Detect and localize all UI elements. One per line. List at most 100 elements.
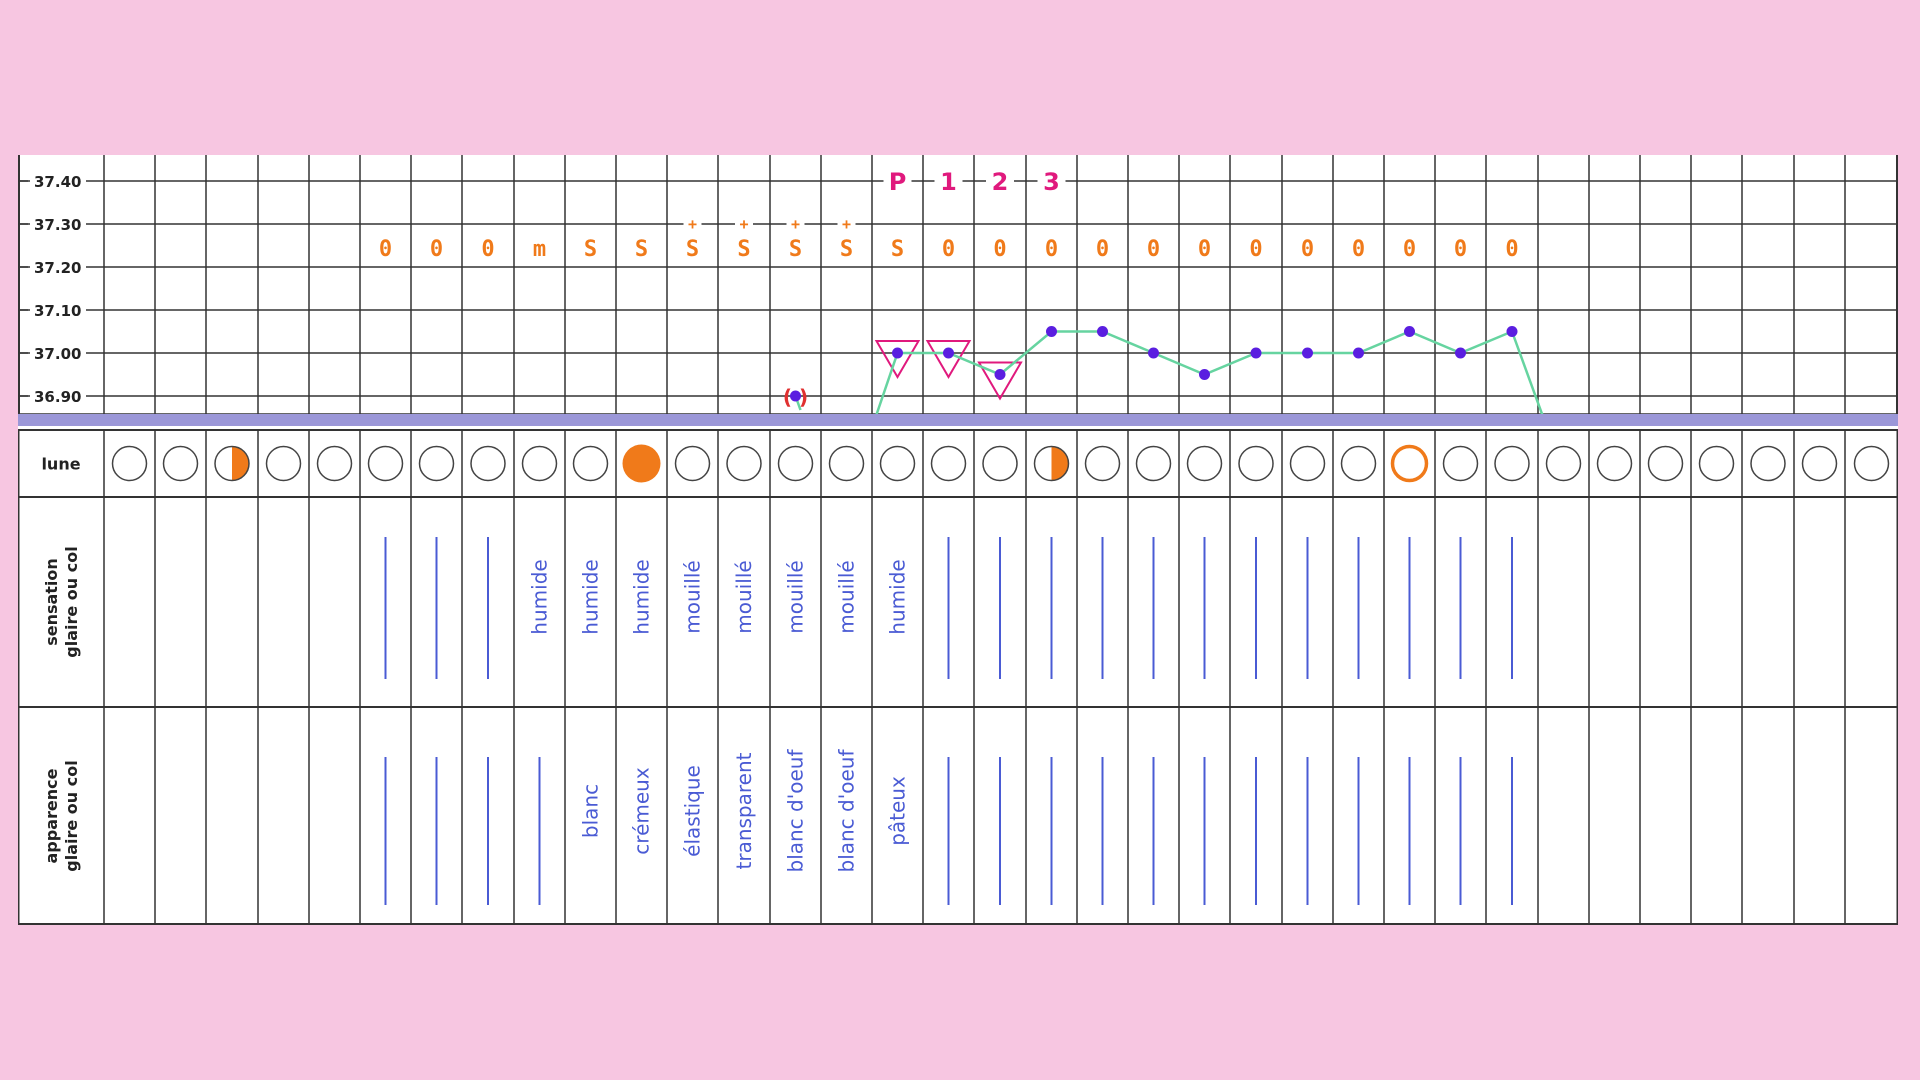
moon-empty-icon <box>1340 445 1377 482</box>
day-mark: 0 <box>1096 237 1109 262</box>
row-label-sensation-line: glaire ou col <box>62 546 81 657</box>
sensation-text: mouillé <box>784 560 808 633</box>
mark-plus: + <box>842 215 851 233</box>
temperature-dot <box>994 369 1006 380</box>
peak-label-bg <box>883 163 912 197</box>
moon-empty-icon <box>674 445 711 482</box>
fertility-chart-sheet: 37.40 37.30 37.20 37.10 37.00 36.90 P 1 2 3 0 0 0 m S S… <box>18 155 1898 925</box>
sensation-text-group: humide <box>630 559 654 634</box>
day-mark: 0 <box>1045 237 1058 262</box>
y-tick-bg <box>30 386 86 406</box>
moon-empty-icon <box>1494 445 1530 482</box>
moon-empty-icon <box>265 445 302 482</box>
y-tick-label: 37.00 <box>34 345 81 363</box>
fertility-chart: 37.40 37.30 37.20 37.10 37.00 36.90 P 1 2 3 0 0 0 m S S… <box>18 155 1898 925</box>
mark-plus-bg <box>837 213 856 231</box>
appearance-text-group: blanc <box>579 784 603 838</box>
moon-empty-icon <box>1647 445 1684 482</box>
day-mark: 0 <box>1147 237 1160 262</box>
row-label-lune: lune <box>41 455 80 474</box>
temperature-dot <box>1404 326 1415 337</box>
sensation-text: humide <box>886 559 910 634</box>
sensation-text: mouillé <box>835 560 859 633</box>
moon-empty-icon <box>1801 445 1838 482</box>
moon-empty-icon <box>1135 445 1172 482</box>
half-moon-icon <box>214 445 250 482</box>
sensation-text: humide <box>579 559 603 634</box>
temperature-dot <box>1506 326 1518 337</box>
day-mark: S <box>840 237 853 262</box>
moon-empty-icon <box>1545 445 1582 482</box>
sensation-text: humide <box>630 559 654 634</box>
half-moon-fill <box>232 446 249 481</box>
row-label-sensation: sensation glaire ou col <box>42 546 81 657</box>
moon-empty-icon <box>1289 445 1326 482</box>
row-label-appearance-line: apparence <box>42 768 61 863</box>
sensation-text-group: mouillé <box>784 560 808 633</box>
peak-label: 3 <box>1043 168 1060 196</box>
full-moon-icon <box>622 444 661 483</box>
day-mark: S <box>686 237 699 262</box>
day-mark: 0 <box>481 237 494 262</box>
peak-label-bg <box>986 163 1014 197</box>
temperature-dot <box>1046 326 1057 337</box>
temperature-dot <box>1097 326 1108 337</box>
y-tick-label: 37.30 <box>34 216 81 234</box>
peak-label-bg <box>1037 163 1066 197</box>
sensation-text-group: humide <box>579 559 603 634</box>
appearance-text: élastique <box>681 765 705 857</box>
moon-empty-icon <box>879 445 916 482</box>
moon-empty-icon <box>982 445 1018 482</box>
sensation-text-group: humide <box>886 559 910 634</box>
temperature-dot <box>943 347 954 359</box>
half-moon-icon <box>1033 445 1070 482</box>
moon-empty-icon <box>1596 445 1633 482</box>
day-mark: 0 <box>1249 237 1262 262</box>
sensation-text-group: humide <box>528 559 552 634</box>
day-mark: 0 <box>1301 237 1314 262</box>
moon-empty-icon <box>930 445 967 482</box>
y-tick-label: 37.20 <box>34 259 81 277</box>
appearance-text-group: crémeux <box>630 767 654 855</box>
appearance-text: transparent <box>732 752 756 869</box>
day-mark: 0 <box>1454 237 1467 262</box>
new-moon-icon <box>1390 444 1429 483</box>
sensation-text-group: mouillé <box>732 560 756 633</box>
moon-empty-icon <box>1084 445 1121 482</box>
peak-label: 2 <box>992 168 1009 196</box>
day-mark: S <box>737 237 750 262</box>
appearance-text: blanc d'oeuf <box>784 749 808 873</box>
day-mark: S <box>584 237 597 262</box>
y-tick-label: 36.90 <box>34 388 81 406</box>
row-label-appearance: apparence glaire ou col <box>42 760 81 871</box>
y-tick-label: 37.10 <box>34 302 81 320</box>
moon-empty-icon <box>726 445 762 482</box>
mark-plus: + <box>688 215 697 233</box>
moon-empty-icon <box>1750 445 1786 482</box>
mark-plus-bg <box>735 213 753 231</box>
appearance-text: pâteux <box>886 776 910 846</box>
peak-triangle <box>977 361 1023 401</box>
moon-empty-icon <box>418 445 455 482</box>
peak-label-bg <box>934 163 963 197</box>
day-mark: m <box>533 237 546 262</box>
moon-empty-icon <box>470 445 506 482</box>
y-tick-bg <box>30 343 86 363</box>
half-moon-fill <box>1051 446 1069 481</box>
day-mark: 0 <box>993 237 1006 262</box>
sensation-text: mouillé <box>732 560 756 633</box>
day-mark: 0 <box>1198 237 1211 262</box>
moon-empty-icon <box>367 445 404 482</box>
day-mark: 0 <box>1505 237 1518 262</box>
temperature-dot <box>1302 347 1313 359</box>
y-tick-bg <box>30 171 86 191</box>
mark-plus: + <box>791 215 800 233</box>
appearance-text-group: blanc d'oeuf <box>784 749 808 873</box>
mark-plus: + <box>739 215 748 233</box>
appearance-text: crémeux <box>630 767 654 855</box>
moon-empty-icon <box>828 445 865 482</box>
appearance-text-group: transparent <box>732 752 756 869</box>
section-divider <box>18 414 1898 426</box>
moon-empty-icon <box>1442 445 1479 482</box>
row-label-sensation-line: sensation <box>42 558 61 646</box>
